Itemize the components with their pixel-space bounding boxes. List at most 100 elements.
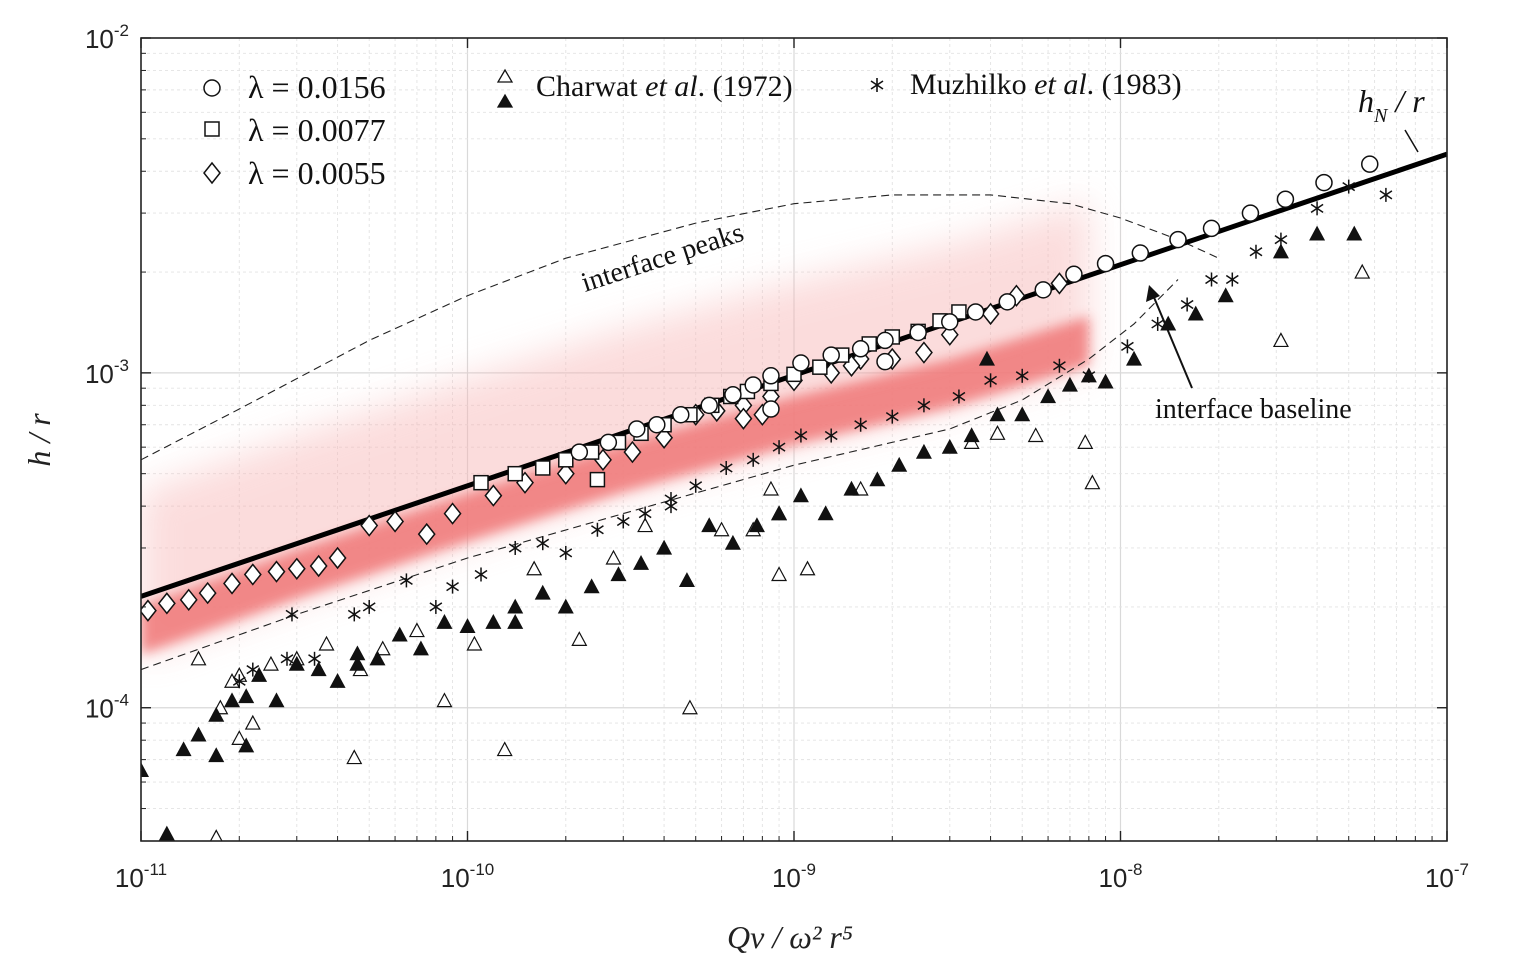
point-asterisk <box>824 428 838 443</box>
hn-label-h: h <box>1358 83 1374 119</box>
point-circle <box>672 405 690 424</box>
point-triangle-filled <box>1061 376 1078 392</box>
point-triangle-filled <box>701 517 718 533</box>
x-tick-label: 10-10 <box>441 860 495 893</box>
point-triangle-filled <box>507 598 524 614</box>
point-diamond <box>940 323 959 346</box>
point-circle <box>1065 265 1083 284</box>
point-triangle-filled <box>1309 225 1326 241</box>
red-density-band <box>141 201 1089 658</box>
point-triangle-open <box>408 622 425 638</box>
point-asterisk <box>917 398 931 413</box>
point-triangle-filled <box>583 578 600 594</box>
point-asterisk <box>638 506 652 521</box>
red-core-band <box>141 316 1089 655</box>
point-circle <box>648 415 666 434</box>
point-triangle-open <box>526 560 543 576</box>
point-triangle-filled <box>1217 287 1234 303</box>
point-asterisk <box>746 452 760 467</box>
point-triangle-filled <box>610 566 627 582</box>
point-asterisk <box>772 440 786 455</box>
point-circle <box>724 386 742 404</box>
point-diamond <box>443 502 462 525</box>
point-asterisk <box>952 389 966 404</box>
legend-charwat-etal: et al <box>645 70 698 103</box>
point-triangle-filled <box>310 661 327 677</box>
point-diamond <box>287 557 306 580</box>
point-asterisk <box>1015 368 1029 383</box>
x-tick-label: 10-8 <box>1098 860 1142 893</box>
point-triangle-filled <box>1014 406 1031 422</box>
hn-line-label: hN / r <box>1358 83 1425 127</box>
point-triangle-filled <box>175 741 192 757</box>
point-asterisk <box>719 460 733 475</box>
point-diamond <box>267 560 286 583</box>
point-circle <box>966 303 985 321</box>
point-diamond <box>360 514 379 537</box>
point-circle <box>1276 190 1295 208</box>
point-triangle-open <box>166 840 168 841</box>
point-triangle-filled <box>1272 243 1289 259</box>
point-diamond <box>623 440 642 464</box>
point-asterisk <box>280 651 294 666</box>
point-asterisk <box>885 409 899 424</box>
legend-marker-asterisk <box>870 78 884 92</box>
point-triangle-filled <box>1346 225 1363 241</box>
point-asterisk <box>854 417 868 432</box>
point-triangle-filled <box>869 471 886 487</box>
point-asterisk <box>794 428 808 443</box>
point-triangle-filled <box>224 692 241 708</box>
legend-label-lambda2: λ = 0.0077 <box>248 112 386 148</box>
point-asterisk <box>347 607 361 622</box>
point-triangle-filled <box>158 825 175 841</box>
point-triangle-open <box>190 650 207 666</box>
point-circle <box>909 323 927 342</box>
interface-peaks-curve <box>141 194 1220 461</box>
legend-marker-triangle-filled <box>496 93 514 108</box>
point-circle <box>570 443 589 461</box>
point-triangle-open <box>1077 434 1094 449</box>
point-asterisk <box>591 522 604 537</box>
point-triangle-open <box>318 635 335 651</box>
point-triangle-filled <box>412 640 429 656</box>
point-asterisk <box>308 651 321 666</box>
point-triangle-filled <box>633 555 650 570</box>
legend-label-charwat: Charwat et al. (1972) <box>536 70 793 103</box>
point-triangle-filled <box>557 598 574 614</box>
point-triangle-filled <box>915 443 932 459</box>
point-triangle-open <box>799 560 816 576</box>
point-triangle-filled <box>238 737 255 753</box>
legend-marker-circle <box>203 79 221 97</box>
point-circle <box>599 433 618 452</box>
legend-muzhilko-year: . (1983) <box>1087 68 1182 101</box>
point-triangle-filled <box>1097 373 1114 389</box>
point-triangle-open <box>681 699 698 715</box>
point-triangle-filled <box>251 667 268 682</box>
point-asterisk <box>474 567 488 582</box>
point-diamond <box>981 302 1000 326</box>
x-tick-label: 10-7 <box>1425 860 1469 893</box>
y-tick-label: 10-2 <box>85 21 129 54</box>
point-triangle-filled <box>208 706 225 722</box>
point-triangle-filled <box>141 762 150 777</box>
point-diamond <box>914 341 933 364</box>
point-circle <box>1131 244 1150 262</box>
point-asterisk <box>1053 358 1066 373</box>
x-tick-label: 10-9 <box>772 860 816 893</box>
point-diamond <box>198 581 217 605</box>
point-triangle-filled <box>963 427 980 443</box>
point-asterisk <box>1249 244 1263 259</box>
point-circle <box>1315 173 1333 192</box>
point-asterisk <box>1310 201 1324 216</box>
point-square <box>812 359 828 375</box>
point-diamond <box>157 592 176 615</box>
legend-marker-square <box>204 121 220 137</box>
hn-label-leader <box>1404 129 1419 153</box>
point-asterisk <box>1205 272 1218 287</box>
point-triangle-open <box>1354 263 1371 279</box>
point-triangle-filled <box>792 487 809 503</box>
legend: λ = 0.0156 λ = 0.0077 λ = 0.0055 Charwat… <box>203 68 1182 191</box>
point-diamond <box>484 484 503 507</box>
point-circle <box>700 396 718 415</box>
